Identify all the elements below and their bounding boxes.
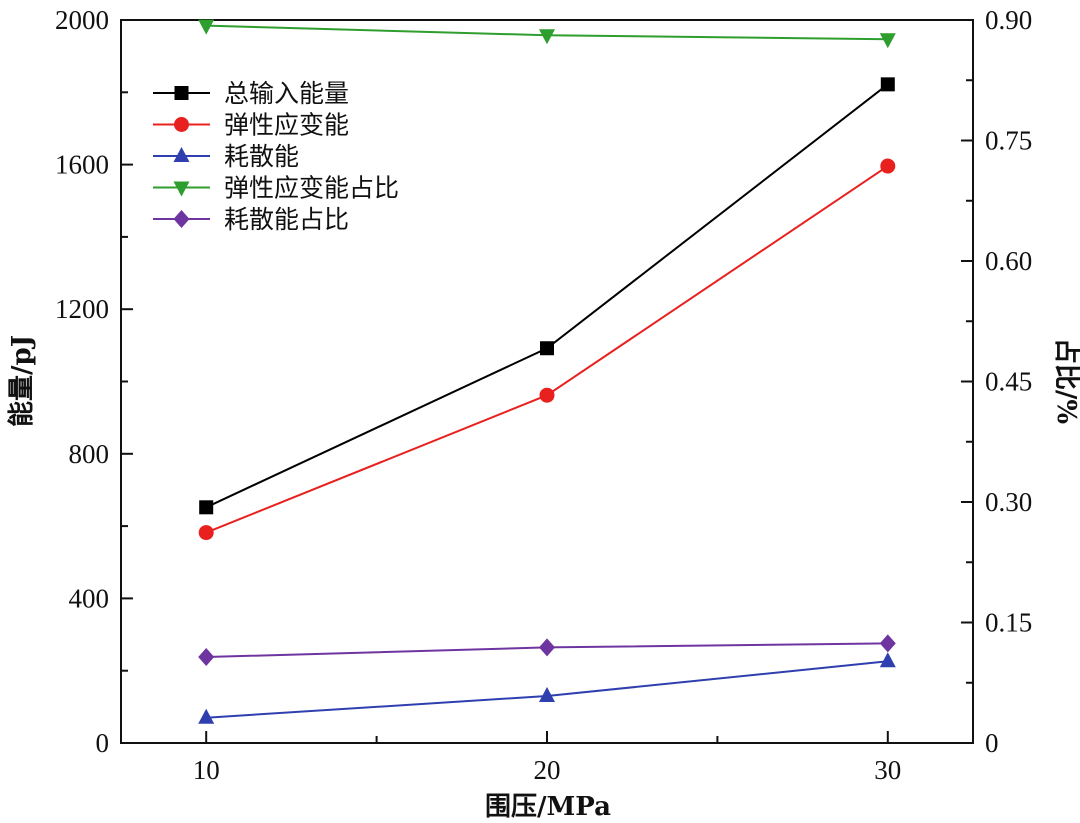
left-y-tick-label: 2000: [55, 5, 109, 35]
legend-label: 弹性应变能占比: [224, 174, 399, 203]
legend-item: 弹性应变能: [153, 111, 349, 140]
data-point: [199, 525, 214, 540]
data-point: [880, 33, 896, 48]
x-tick-label: 20: [534, 755, 561, 785]
right-y-tick-label: 0.45: [985, 367, 1032, 397]
data-point: [198, 20, 214, 35]
data-point: [540, 341, 554, 355]
data-point: [880, 652, 896, 667]
legend-label: 弹性应变能: [224, 111, 349, 140]
x-axis-title: 围压/MPa: [485, 792, 611, 822]
data-point: [539, 29, 555, 44]
legend-item: 耗散能占比: [153, 205, 349, 234]
data-point: [199, 500, 213, 514]
right-y-tick-label: 0.75: [985, 126, 1032, 156]
left-y-tick-label: 400: [69, 583, 110, 613]
left-y-tick-label: 0: [96, 728, 110, 758]
legend-marker: [174, 147, 190, 162]
legend-item: 弹性应变能占比: [153, 174, 399, 203]
data-point: [198, 709, 214, 724]
right-y-tick-label: 0.90: [985, 5, 1032, 35]
x-tick-label: 10: [193, 755, 220, 785]
legend-label: 总输入能量: [224, 79, 349, 108]
right-y-tick-label: 0.60: [985, 246, 1032, 276]
legend-marker: [174, 182, 190, 197]
left-y-tick-label: 1200: [55, 294, 109, 324]
data-point: [198, 648, 214, 666]
data-point: [881, 77, 895, 91]
legend-marker: [175, 86, 189, 100]
legend-label: 耗散能占比: [224, 205, 349, 234]
x-tick-label: 30: [874, 755, 901, 785]
data-point: [539, 638, 555, 656]
right-y-tick-label: 0.30: [985, 487, 1032, 517]
right-y-tick-label: 0.15: [985, 608, 1032, 638]
series-line: [206, 84, 888, 507]
legend-item: 耗散能: [153, 142, 299, 171]
left-y-tick-label: 1600: [55, 150, 109, 180]
left-y-axis-title: 能量/pJ: [6, 335, 37, 427]
series-4: [198, 20, 896, 49]
right-y-axis-title: 占比/%: [1051, 338, 1080, 424]
legend-label: 耗散能: [224, 142, 299, 171]
data-point: [880, 159, 895, 174]
series-1: [199, 77, 895, 514]
left-y-tick-label: 800: [69, 439, 110, 469]
legend-marker: [174, 210, 190, 228]
legend-marker: [174, 117, 189, 132]
series-5: [198, 634, 896, 666]
data-point: [880, 634, 896, 652]
data-point: [540, 388, 555, 403]
series-3: [198, 652, 896, 723]
legend-item: 总输入能量: [153, 79, 349, 108]
right-y-tick-label: 0: [985, 728, 999, 758]
